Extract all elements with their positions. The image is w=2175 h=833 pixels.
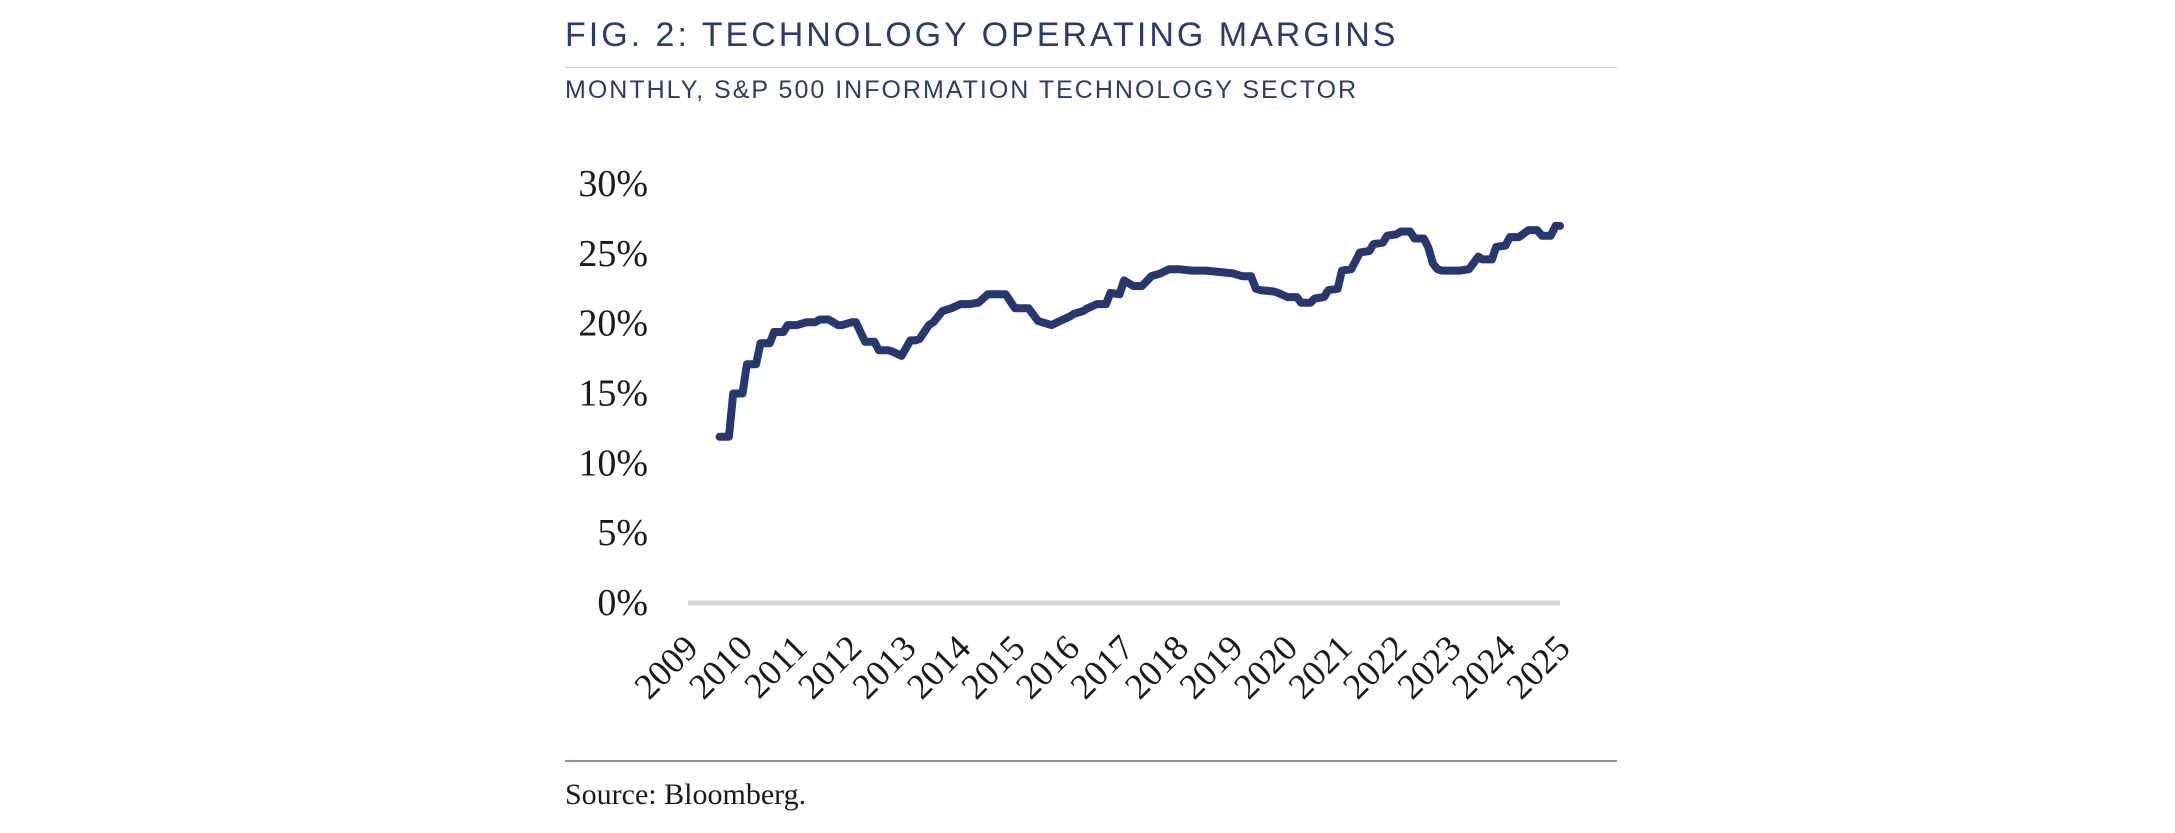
title-divider [565, 67, 1617, 68]
y-tick-label: 15% [578, 373, 648, 415]
y-tick-label: 25% [578, 233, 648, 275]
y-tick-label: 20% [578, 303, 648, 345]
figure-subtitle: MONTHLY, S&P 500 INFORMATION TECHNOLOGY … [565, 76, 1359, 104]
y-tick-label: 10% [578, 442, 648, 484]
series-line [715, 221, 1564, 441]
y-axis: 0% 5% 10% 15% 20% 25% 30% [578, 163, 648, 624]
source-note: Source: Bloomberg. [565, 778, 807, 811]
y-tick-label: 0% [597, 582, 648, 624]
series-layer [715, 221, 1564, 441]
x-tick-label: 2025 [1498, 627, 1577, 706]
y-tick-label: 5% [597, 512, 648, 554]
x-axis: 2009201020112012201320142015201620172018… [626, 627, 1577, 706]
source-divider [565, 760, 1617, 762]
figure-title: FIG. 2: TECHNOLOGY OPERATING MARGINS [565, 16, 1399, 54]
y-tick-label: 30% [578, 163, 648, 205]
